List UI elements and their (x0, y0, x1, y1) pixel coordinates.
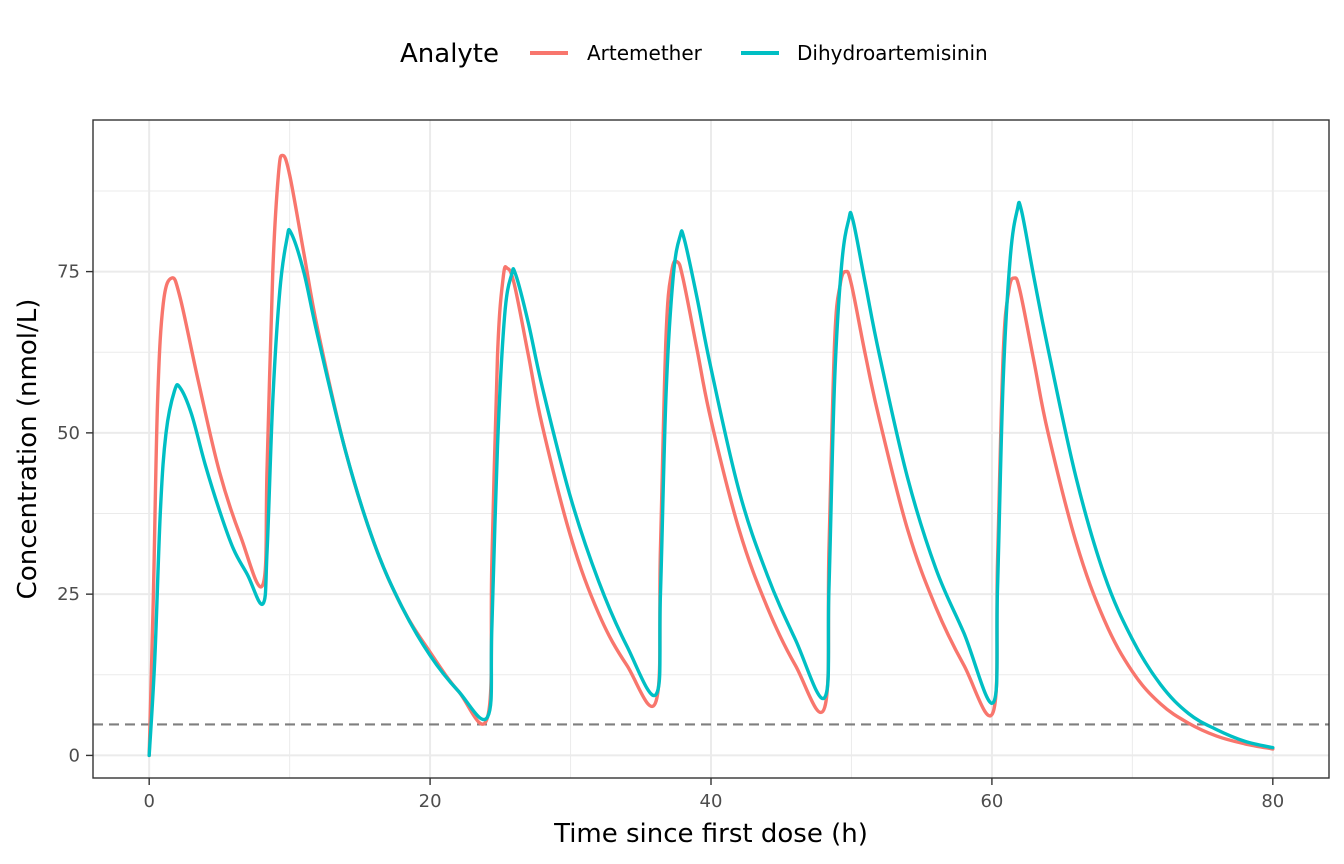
x-tick-label: 20 (419, 791, 442, 812)
x-axis-title: Time since first dose (h) (553, 819, 868, 849)
x-tick-label: 80 (1261, 791, 1284, 812)
series-line-dihydroartemisinin (147, 200, 1275, 758)
major-gridlines (93, 120, 1329, 778)
x-tick-label: 40 (700, 791, 723, 812)
legend-title: Analyte (400, 39, 499, 69)
y-tick-label: 0 (69, 745, 80, 766)
plot-panel (92, 119, 1330, 779)
legend-label-dihydroartemisinin: Dihydroartemisinin (797, 41, 988, 65)
y-axis: 0 25 50 75 (57, 262, 93, 766)
y-tick-label: 50 (57, 423, 80, 444)
legend-label-artemether: Artemether (587, 41, 703, 65)
y-tick-label: 75 (57, 262, 80, 283)
y-axis-title: Concentration (nmol/L) (13, 299, 43, 600)
series-layer (147, 153, 1275, 758)
y-tick-label: 25 (57, 584, 80, 605)
x-axis: 0 20 40 60 80 (143, 778, 1284, 812)
x-tick-label: 0 (143, 791, 154, 812)
legend: Analyte Artemether Dihydroartemisinin (400, 39, 988, 69)
x-tick-label: 60 (980, 791, 1003, 812)
